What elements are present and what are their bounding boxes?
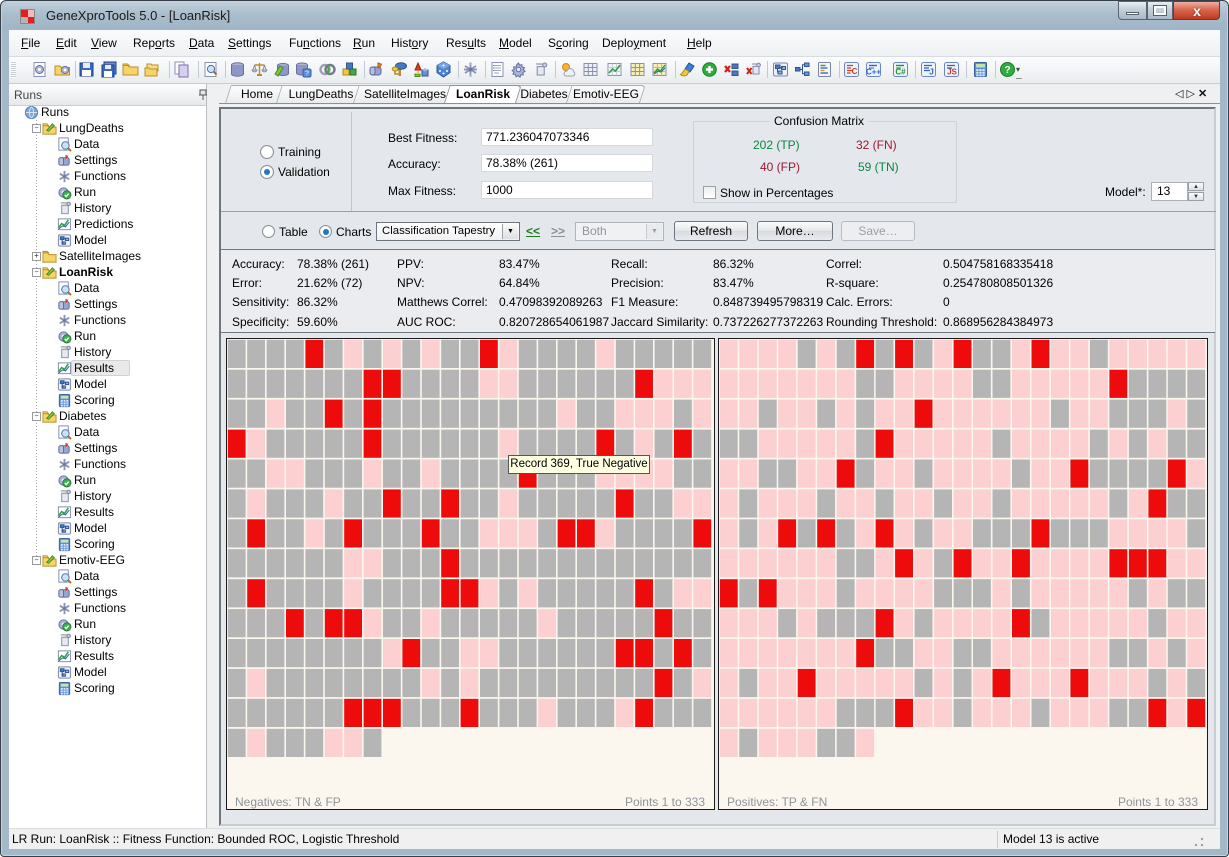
svg-text:C: C: [852, 67, 858, 76]
svg-text:?: ?: [305, 71, 309, 78]
svg-text:?: ?: [1004, 65, 1010, 76]
svg-text:J: J: [929, 67, 934, 77]
svg-text:C#: C#: [895, 68, 906, 77]
svg-text:C++: C++: [866, 68, 881, 77]
svg-text:JS: JS: [947, 68, 957, 77]
